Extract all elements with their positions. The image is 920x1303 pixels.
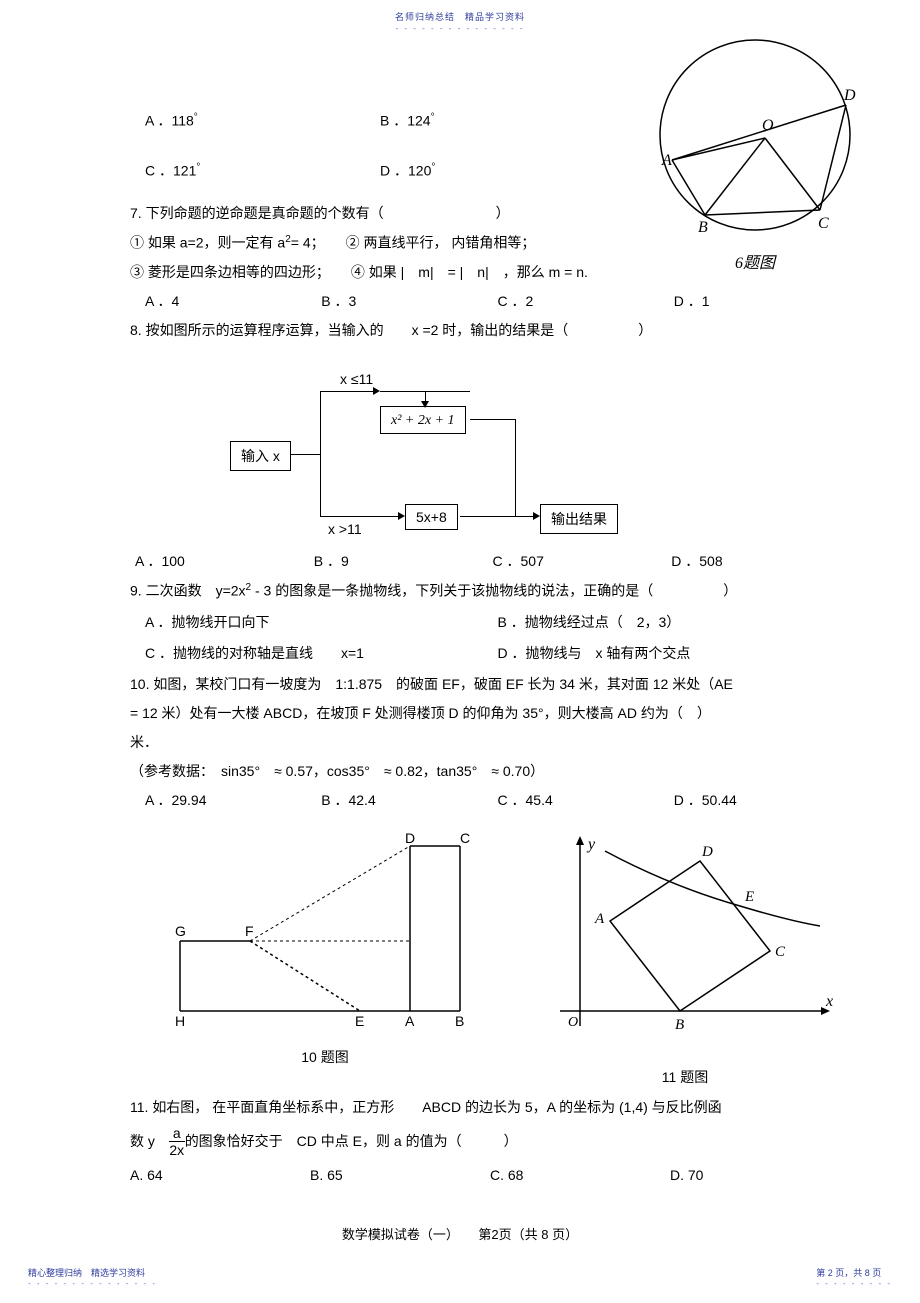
corner-right: 第 2 页，共 8 页 - - - - - - - - - — [816, 1266, 892, 1288]
q6-optC: C ．121° — [145, 160, 380, 182]
fc-input: 输入 x — [230, 441, 291, 471]
svg-text:D: D — [405, 831, 415, 846]
q10-optB: B ．42.4 — [321, 790, 497, 811]
svg-text:A: A — [594, 911, 605, 927]
svg-text:E: E — [744, 889, 754, 905]
q11-optC: C. 68 — [490, 1165, 670, 1186]
q6-optA: A ．118° — [145, 110, 380, 132]
q6-optB: B ．124° — [380, 110, 850, 132]
q10-optD: D ．50.44 — [674, 790, 850, 811]
figure-q10-caption: 10 题图 — [160, 1047, 490, 1067]
q8-stem: 8. 按如图所示的运算程序运算，当输入的 x =2 时，输出的结果是（ ） — [130, 320, 850, 341]
svg-text:y: y — [586, 836, 596, 853]
fc-expr-bot: 5x+8 — [405, 504, 458, 530]
fc-cond-top: x ≤11 — [340, 371, 373, 387]
svg-text:B: B — [675, 1017, 684, 1033]
q9-stem: 9. 二次函数 y=2x2 - 3 的图象是一条抛物线，下列关于该抛物线的说法，… — [130, 580, 850, 602]
q10-line1: 10. 如图，某校门口有一坡度为 1:1.875 的破面 EF，破面 EF 长为… — [130, 674, 850, 695]
q7-optD: D ．1 — [674, 291, 850, 312]
q7-optB: B ．3 — [321, 291, 497, 312]
q8-optC: C ．507 — [493, 551, 672, 572]
q10-ref: （参考数据： sin35° ≈ 0.57，cos35° ≈ 0.82，tan35… — [130, 761, 850, 782]
svg-text:C: C — [460, 831, 470, 846]
q7-line1: ① 如果 a=2，则一定有 a2= 4； ② 两直线平行， 内错角相等； — [130, 232, 850, 254]
q11-line2: 数 y a 2x 的图象恰好交于 CD 中点 E，则 a 的值为（ ） — [130, 1126, 850, 1157]
q10-line3: 米． — [130, 732, 850, 753]
q7-optA: A ．4 — [145, 291, 321, 312]
figure-q10-wrap: G F H E A B D C 10 题图 — [160, 831, 490, 1087]
figure-q11: y x O A B C D E — [530, 831, 840, 1061]
svg-text:F: F — [245, 923, 254, 939]
svg-text:E: E — [355, 1013, 364, 1029]
svg-text:D: D — [701, 844, 713, 860]
svg-text:H: H — [175, 1013, 185, 1029]
svg-text:A: A — [405, 1013, 415, 1029]
svg-text:x: x — [825, 993, 833, 1010]
fc-expr-top: x² + 2x + 1 — [380, 406, 466, 434]
page-footer: 数学模拟试卷（一） 第2页（共 8 页） — [0, 1224, 920, 1243]
q11-optA: A. 64 — [130, 1165, 310, 1186]
q10-optC: C ．45.4 — [498, 790, 674, 811]
q9-optA: A ．抛物线开口向下 — [145, 612, 498, 633]
figure-q10: G F H E A B D C — [160, 831, 490, 1041]
svg-text:D: D — [843, 87, 856, 104]
q10-optA: A ．29.94 — [145, 790, 321, 811]
svg-text:C: C — [775, 944, 786, 960]
svg-text:B: B — [455, 1013, 464, 1029]
svg-text:O: O — [568, 1015, 578, 1030]
svg-text:G: G — [175, 923, 186, 939]
header-text: 名师归纳总结 精品学习资料 — [395, 12, 525, 22]
q8-optA: A ．100 — [135, 551, 314, 572]
q7-optC: C ．2 — [498, 291, 674, 312]
q8-flowchart: 输入 x x ≤11 x² + 2x + 1 x >11 5x+8 输出结果 — [210, 361, 710, 541]
fc-cond-bot: x >11 — [328, 521, 362, 537]
q7-line2: ③ 菱形是四条边相等的四边形； ④ 如果 | m| = | n| ，那么 m =… — [130, 262, 850, 283]
page-body: A ．118° B ．124° C ．121° D ．120° 7. 下列命题的… — [130, 110, 850, 1194]
figure-q11-caption: 11 题图 — [530, 1067, 840, 1087]
q8-optB: B ．9 — [314, 551, 493, 572]
corner-left: 精心整理归纳 精选学习资料 - - - - - - - - - - - - - … — [28, 1266, 157, 1288]
q9-optB: B ．抛物线经过点（ 2，3） — [498, 612, 851, 633]
q11-optB: B. 65 — [310, 1165, 490, 1186]
q6-optD: D ．120° — [380, 160, 850, 182]
figure-q11-wrap: y x O A B C D E 11 题图 — [530, 831, 840, 1087]
q11-fraction: a 2x — [169, 1126, 185, 1157]
q8-optD: D ．508 — [671, 551, 850, 572]
q9-optC: C ．抛物线的对称轴是直线 x=1 — [145, 643, 498, 664]
fc-output: 输出结果 — [540, 504, 618, 534]
q10-line2: = 12 米）处有一大楼 ABCD，在坡顶 F 处测得楼顶 D 的仰角为 35°… — [130, 703, 850, 724]
q7-stem: 7. 下列命题的逆命题是真命题的个数有（ ） — [130, 203, 850, 224]
q11-optD: D. 70 — [670, 1165, 850, 1186]
q9-optD: D ．抛物线与 x 轴有两个交点 — [498, 643, 851, 664]
q11-line1: 11. 如右图， 在平面直角坐标系中，正方形 ABCD 的边长为 5，A 的坐标… — [130, 1097, 850, 1118]
